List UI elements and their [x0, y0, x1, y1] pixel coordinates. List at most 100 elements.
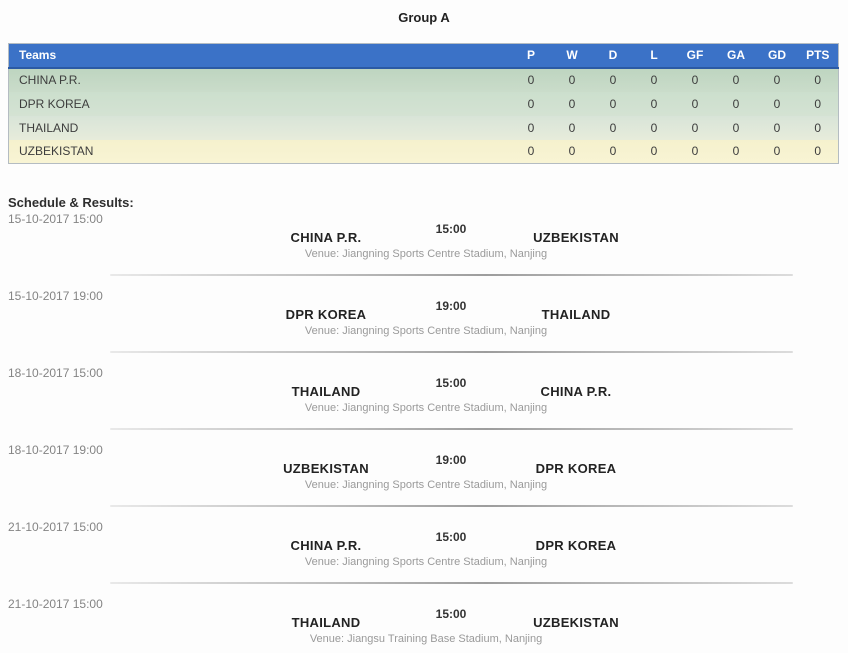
match-datetime: 21-10-2017 15:00 — [8, 597, 103, 611]
team-name-cell: CHINA P.R. — [8, 67, 511, 92]
stat-cell: 0 — [633, 139, 675, 164]
away-team-name: CHINA P.R. — [540, 384, 612, 399]
match-block: 21-10-2017 15:00 CHINA P.R. 15:00 DPR KO… — [0, 520, 848, 568]
match-divider — [110, 351, 793, 353]
stat-cell: 0 — [797, 91, 839, 116]
match-row: CHINA P.R. 15:00 DPR KOREA — [226, 530, 676, 553]
stat-cell: 0 — [715, 139, 757, 164]
match-divider — [110, 505, 793, 507]
match-block: 15-10-2017 15:00 CHINA P.R. 15:00 UZBEKI… — [0, 212, 848, 260]
stat-cell: 0 — [592, 139, 634, 164]
page-title: Group A — [398, 10, 450, 25]
table-row-thailand: THAILAND 0 0 0 0 0 0 0 0 — [8, 115, 839, 140]
stat-cell: 0 — [510, 139, 552, 164]
schedule-heading: Schedule & Results: — [8, 195, 134, 210]
stat-cell: 0 — [510, 115, 552, 140]
match-row: THAILAND 15:00 UZBEKISTAN — [226, 607, 676, 630]
stat-cell: 0 — [633, 115, 675, 140]
team-name-cell: UZBEKISTAN — [8, 139, 511, 164]
stat-cell: 0 — [633, 67, 675, 92]
match-divider — [110, 428, 793, 430]
match-venue: Venue: Jiangning Sports Centre Stadium, … — [304, 479, 548, 491]
standings-table: Teams P W D L GF GA GD PTS CHINA P.R. 0 … — [8, 43, 839, 164]
away-team-name: THAILAND — [541, 307, 611, 322]
match-datetime: 18-10-2017 19:00 — [8, 443, 103, 457]
match-row: UZBEKISTAN 19:00 DPR KOREA — [226, 453, 676, 476]
match-block: 15-10-2017 19:00 DPR KOREA 19:00 THAILAN… — [0, 289, 848, 337]
table-row-uzbekistan: UZBEKISTAN 0 0 0 0 0 0 0 0 — [8, 139, 839, 164]
match-row: THAILAND 15:00 CHINA P.R. — [226, 376, 676, 399]
column-header-w: W — [551, 43, 593, 69]
home-team-name: CHINA P.R. — [290, 230, 362, 245]
stat-cell: 0 — [797, 115, 839, 140]
home-team-name: UZBEKISTAN — [283, 461, 369, 476]
stat-cell: 0 — [674, 115, 716, 140]
stat-cell: 0 — [633, 91, 675, 116]
match-time: 15:00 — [435, 376, 467, 390]
team-name-cell: THAILAND — [8, 115, 511, 140]
stat-cell: 0 — [674, 67, 716, 92]
column-header-teams: Teams — [8, 43, 511, 69]
home-team-name: DPR KOREA — [285, 307, 367, 322]
match-divider — [110, 274, 793, 276]
stat-cell: 0 — [510, 91, 552, 116]
away-team-name: UZBEKISTAN — [533, 230, 619, 245]
away-team-name: DPR KOREA — [535, 538, 617, 553]
match-row: CHINA P.R. 15:00 UZBEKISTAN — [226, 222, 676, 245]
stat-cell: 0 — [551, 139, 593, 164]
match-datetime: 18-10-2017 15:00 — [8, 366, 103, 380]
stat-cell: 0 — [756, 139, 798, 164]
stat-cell: 0 — [756, 91, 798, 116]
away-team-name: DPR KOREA — [535, 461, 617, 476]
home-team-name: THAILAND — [291, 384, 361, 399]
match-datetime: 21-10-2017 15:00 — [8, 520, 103, 534]
column-header-d: D — [592, 43, 634, 69]
stat-cell: 0 — [551, 91, 593, 116]
match-datetime: 15-10-2017 15:00 — [8, 212, 103, 226]
team-name-cell: DPR KOREA — [8, 91, 511, 116]
stat-cell: 0 — [674, 91, 716, 116]
match-time: 15:00 — [435, 222, 467, 236]
stat-cell: 0 — [592, 67, 634, 92]
stat-cell: 0 — [797, 67, 839, 92]
stat-cell: 0 — [715, 91, 757, 116]
stat-cell: 0 — [551, 67, 593, 92]
column-header-ga: GA — [715, 43, 757, 69]
home-team-name: THAILAND — [291, 615, 361, 630]
match-venue: Venue: Jiangning Sports Centre Stadium, … — [304, 402, 548, 414]
match-row: DPR KOREA 19:00 THAILAND — [226, 299, 676, 322]
stat-cell: 0 — [592, 115, 634, 140]
column-header-p: P — [510, 43, 552, 69]
column-header-gf: GF — [674, 43, 716, 69]
match-time: 15:00 — [435, 530, 467, 544]
match-venue: Venue: Jiangsu Training Base Stadium, Na… — [309, 633, 543, 645]
stat-cell: 0 — [756, 115, 798, 140]
match-venue: Venue: Jiangning Sports Centre Stadium, … — [304, 556, 548, 568]
match-venue: Venue: Jiangning Sports Centre Stadium, … — [304, 325, 548, 337]
match-divider — [110, 582, 793, 584]
standings-header-row: Teams P W D L GF GA GD PTS — [8, 43, 839, 69]
column-header-l: L — [633, 43, 675, 69]
stat-cell: 0 — [715, 67, 757, 92]
stat-cell: 0 — [551, 115, 593, 140]
match-datetime: 15-10-2017 19:00 — [8, 289, 103, 303]
match-block: 21-10-2017 15:00 THAILAND 15:00 UZBEKIST… — [0, 597, 848, 645]
match-venue: Venue: Jiangning Sports Centre Stadium, … — [304, 248, 548, 260]
table-row-china: CHINA P.R. 0 0 0 0 0 0 0 0 — [8, 67, 839, 92]
stat-cell: 0 — [715, 115, 757, 140]
stat-cell: 0 — [797, 139, 839, 164]
stat-cell: 0 — [510, 67, 552, 92]
column-header-pts: PTS — [797, 43, 839, 69]
away-team-name: UZBEKISTAN — [533, 615, 619, 630]
stat-cell: 0 — [592, 91, 634, 116]
stat-cell: 0 — [756, 67, 798, 92]
match-block: 18-10-2017 15:00 THAILAND 15:00 CHINA P.… — [0, 366, 848, 414]
match-time: 15:00 — [435, 607, 467, 621]
match-block: 18-10-2017 19:00 UZBEKISTAN 19:00 DPR KO… — [0, 443, 848, 491]
match-time: 19:00 — [435, 299, 467, 313]
match-time: 19:00 — [435, 453, 467, 467]
column-header-gd: GD — [756, 43, 798, 69]
home-team-name: CHINA P.R. — [290, 538, 362, 553]
table-row-dpr-korea: DPR KOREA 0 0 0 0 0 0 0 0 — [8, 91, 839, 116]
stat-cell: 0 — [674, 139, 716, 164]
